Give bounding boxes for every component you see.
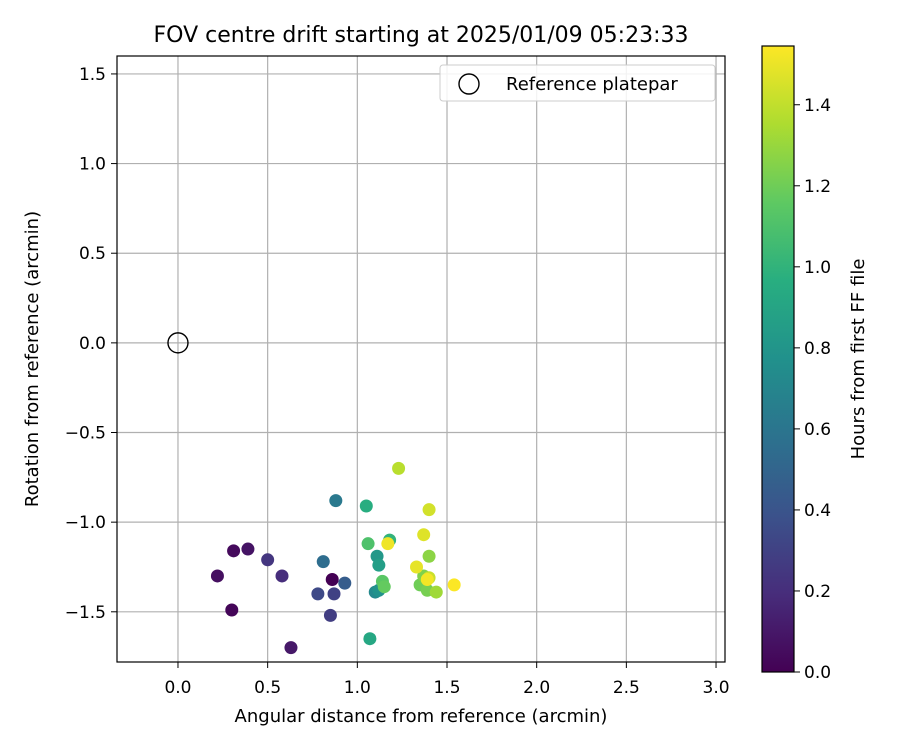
- y-tick-label: 0.5: [79, 244, 106, 264]
- y-axis-label: Rotation from reference (arcmin): [22, 211, 43, 507]
- y-tick-label: 1.0: [79, 155, 106, 175]
- x-tick-label: 1.0: [344, 678, 371, 698]
- data-point: [316, 555, 330, 569]
- chart-title: FOV centre drift starting at 2025/01/09 …: [154, 23, 689, 48]
- legend-reference-label: Reference platepar: [506, 74, 678, 95]
- plot-frame: [116, 55, 726, 663]
- data-point: [363, 632, 377, 646]
- legend-box: [439, 64, 716, 102]
- colorbar-tick-label: 0.4: [804, 501, 831, 521]
- data-point: [210, 569, 224, 583]
- colorbar-tick-label: 0.0: [804, 663, 831, 683]
- data-point: [429, 585, 443, 599]
- data-point: [417, 528, 431, 542]
- data-point: [422, 503, 436, 517]
- data-point: [447, 578, 461, 592]
- colorbar-tick-label: 0.2: [804, 582, 831, 602]
- data-point: [381, 537, 395, 551]
- y-tick-label: −1.5: [65, 603, 106, 623]
- data-point: [359, 499, 373, 513]
- data-point: [241, 542, 255, 556]
- axis-ticks: 0.0 0.5 1.0 1.5 2.0 2.5 3.0 −1.5 −1.0 −0.5 0.0 0.5 1…: [65, 65, 730, 698]
- colorbar-gradient: [761, 45, 795, 673]
- x-tick-label: 2.0: [523, 678, 550, 698]
- colorbar-tick-label: 1.0: [804, 258, 831, 278]
- data-point: [420, 573, 434, 587]
- data-point: [261, 553, 275, 567]
- legend-reference-marker: [458, 73, 480, 95]
- colorbar-tick-label: 1.4: [804, 96, 831, 116]
- data-point: [311, 587, 325, 601]
- legend: Reference platepar: [439, 64, 716, 102]
- colorbar: 0.0 0.2 0.4 0.6 0.8 1.0 1.2 1.4 Hours from firs…: [761, 45, 869, 683]
- data-point: [361, 537, 375, 551]
- data-point: [284, 641, 298, 655]
- data-point: [275, 569, 289, 583]
- data-point: [410, 560, 424, 574]
- y-tick-label: −0.5: [65, 424, 106, 444]
- x-tick-label: 2.5: [613, 678, 640, 698]
- data-point: [372, 558, 386, 572]
- y-tick-label: 0.0: [79, 334, 106, 354]
- x-tick-label: 0.5: [254, 678, 281, 698]
- colorbar-label: Hours from first FF file: [848, 259, 869, 460]
- colorbar-tick-label: 1.2: [804, 177, 831, 197]
- data-point: [422, 549, 436, 563]
- x-tick-label: 3.0: [703, 678, 730, 698]
- colorbar-tick-label: 0.6: [804, 420, 831, 440]
- data-point: [392, 461, 406, 475]
- colorbar-tick-label: 0.8: [804, 339, 831, 359]
- reference-marker-group: [167, 332, 189, 354]
- data-point: [327, 587, 341, 601]
- data-point: [323, 608, 337, 622]
- data-point: [325, 573, 339, 587]
- x-tick-label: 0.0: [164, 678, 191, 698]
- data-point: [329, 494, 343, 508]
- data-point: [338, 576, 352, 590]
- x-tick-label: 1.5: [433, 678, 460, 698]
- colorbar-ticks: 0.0 0.2 0.4 0.6 0.8 1.0 1.2 1.4: [794, 96, 831, 683]
- x-axis-label: Angular distance from reference (arcmin): [235, 706, 608, 727]
- y-tick-label: 1.5: [79, 65, 106, 85]
- data-point: [377, 580, 391, 594]
- data-point: [225, 603, 239, 617]
- data-point: [227, 544, 241, 558]
- y-tick-label: −1.0: [65, 513, 106, 533]
- reference-marker: [167, 332, 189, 354]
- data-points: [210, 461, 461, 655]
